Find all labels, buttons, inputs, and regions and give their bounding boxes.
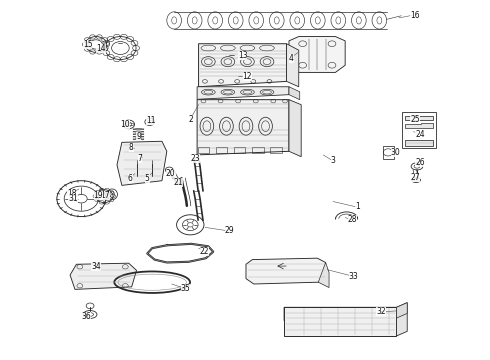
Text: 10: 10 bbox=[121, 120, 130, 129]
Text: 19: 19 bbox=[94, 190, 103, 199]
Polygon shape bbox=[197, 87, 289, 99]
Text: 32: 32 bbox=[376, 307, 386, 316]
Text: 2: 2 bbox=[189, 114, 194, 123]
Text: 11: 11 bbox=[146, 116, 155, 125]
Text: 23: 23 bbox=[190, 154, 200, 163]
Text: 20: 20 bbox=[166, 169, 175, 178]
Text: 12: 12 bbox=[243, 72, 252, 81]
Text: 16: 16 bbox=[410, 10, 419, 19]
Polygon shape bbox=[318, 262, 329, 288]
Bar bbox=[383, 145, 393, 159]
Text: 14: 14 bbox=[96, 44, 106, 53]
Text: 7: 7 bbox=[138, 154, 143, 163]
Text: 36: 36 bbox=[81, 312, 91, 321]
Text: 24: 24 bbox=[415, 130, 425, 139]
Bar bbox=[216, 147, 227, 153]
Text: 34: 34 bbox=[91, 262, 101, 271]
Bar bbox=[402, 112, 436, 148]
Polygon shape bbox=[246, 258, 326, 284]
Polygon shape bbox=[396, 303, 407, 336]
Polygon shape bbox=[117, 141, 167, 185]
Text: 26: 26 bbox=[415, 158, 425, 167]
Text: 5: 5 bbox=[145, 174, 150, 183]
Text: 29: 29 bbox=[224, 226, 234, 235]
Text: 17: 17 bbox=[100, 190, 110, 199]
Polygon shape bbox=[405, 123, 433, 128]
Text: 28: 28 bbox=[348, 215, 357, 224]
Bar bbox=[405, 140, 433, 146]
Text: 3: 3 bbox=[331, 156, 335, 165]
Text: 1: 1 bbox=[355, 202, 360, 211]
Bar bbox=[234, 147, 245, 153]
Bar bbox=[252, 147, 264, 153]
Text: 30: 30 bbox=[391, 148, 400, 157]
Text: 18: 18 bbox=[67, 189, 76, 198]
Text: 33: 33 bbox=[348, 271, 358, 280]
Text: 25: 25 bbox=[410, 115, 420, 124]
Bar bbox=[270, 147, 282, 153]
Polygon shape bbox=[289, 37, 345, 72]
Polygon shape bbox=[287, 44, 299, 87]
Polygon shape bbox=[70, 263, 137, 289]
Text: 15: 15 bbox=[83, 40, 93, 49]
Polygon shape bbox=[289, 100, 301, 157]
Text: 4: 4 bbox=[289, 54, 294, 63]
Text: 27: 27 bbox=[410, 173, 420, 182]
Polygon shape bbox=[284, 307, 396, 320]
Text: 21: 21 bbox=[173, 178, 183, 187]
Text: 6: 6 bbox=[128, 174, 133, 183]
Bar bbox=[405, 116, 433, 120]
Text: 9: 9 bbox=[136, 132, 141, 141]
Text: 31: 31 bbox=[68, 194, 78, 203]
Text: 35: 35 bbox=[180, 284, 190, 293]
Text: 8: 8 bbox=[129, 143, 134, 152]
Text: 13: 13 bbox=[238, 51, 247, 60]
Bar bbox=[197, 147, 209, 153]
Polygon shape bbox=[197, 100, 289, 155]
Polygon shape bbox=[396, 303, 407, 318]
Text: 22: 22 bbox=[200, 247, 209, 256]
Polygon shape bbox=[284, 307, 396, 336]
Polygon shape bbox=[289, 87, 300, 100]
Polygon shape bbox=[198, 44, 287, 87]
